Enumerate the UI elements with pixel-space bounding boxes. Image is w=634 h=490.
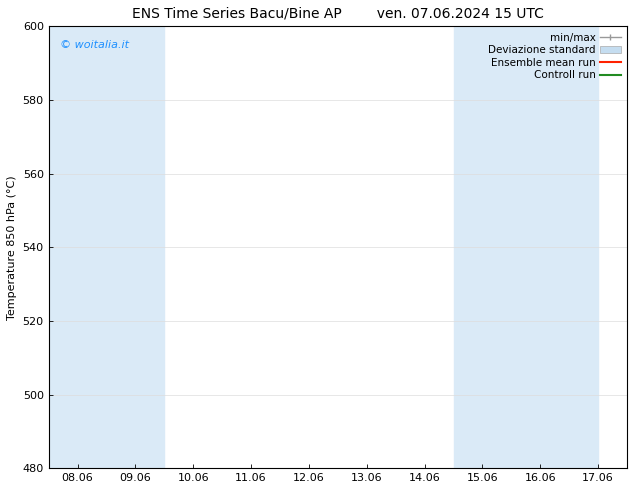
Legend: min/max, Deviazione standard, Ensemble mean run, Controll run: min/max, Deviazione standard, Ensemble m… <box>484 28 625 84</box>
Text: © woitalia.it: © woitalia.it <box>60 40 129 49</box>
Bar <box>512 26 569 468</box>
Bar <box>569 26 598 468</box>
Y-axis label: Temperature 850 hPa (°C): Temperature 850 hPa (°C) <box>7 175 17 319</box>
Bar <box>453 26 512 468</box>
Bar <box>49 26 107 468</box>
Bar <box>107 26 164 468</box>
Title: ENS Time Series Bacu/Bine AP        ven. 07.06.2024 15 UTC: ENS Time Series Bacu/Bine AP ven. 07.06.… <box>132 7 544 21</box>
